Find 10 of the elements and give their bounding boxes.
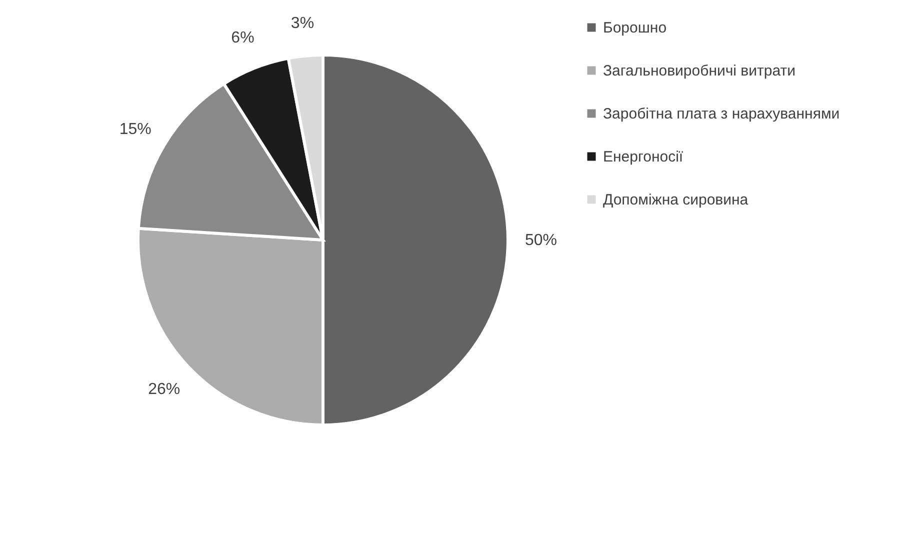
legend-label: Борошно (603, 20, 667, 36)
data-label: 15% (119, 121, 152, 138)
data-label: 6% (231, 29, 254, 46)
data-label: 3% (290, 14, 314, 32)
legend-label: Допоміжна сировина (603, 192, 749, 208)
legend-label: Енергоносії (603, 148, 684, 166)
legend-label: Заробітна плата з нарахуваннями (603, 106, 840, 122)
legend-label: Загальновиробничі витрати (603, 62, 796, 80)
data-label: 50% (524, 232, 558, 249)
data-label: 26% (148, 381, 180, 398)
